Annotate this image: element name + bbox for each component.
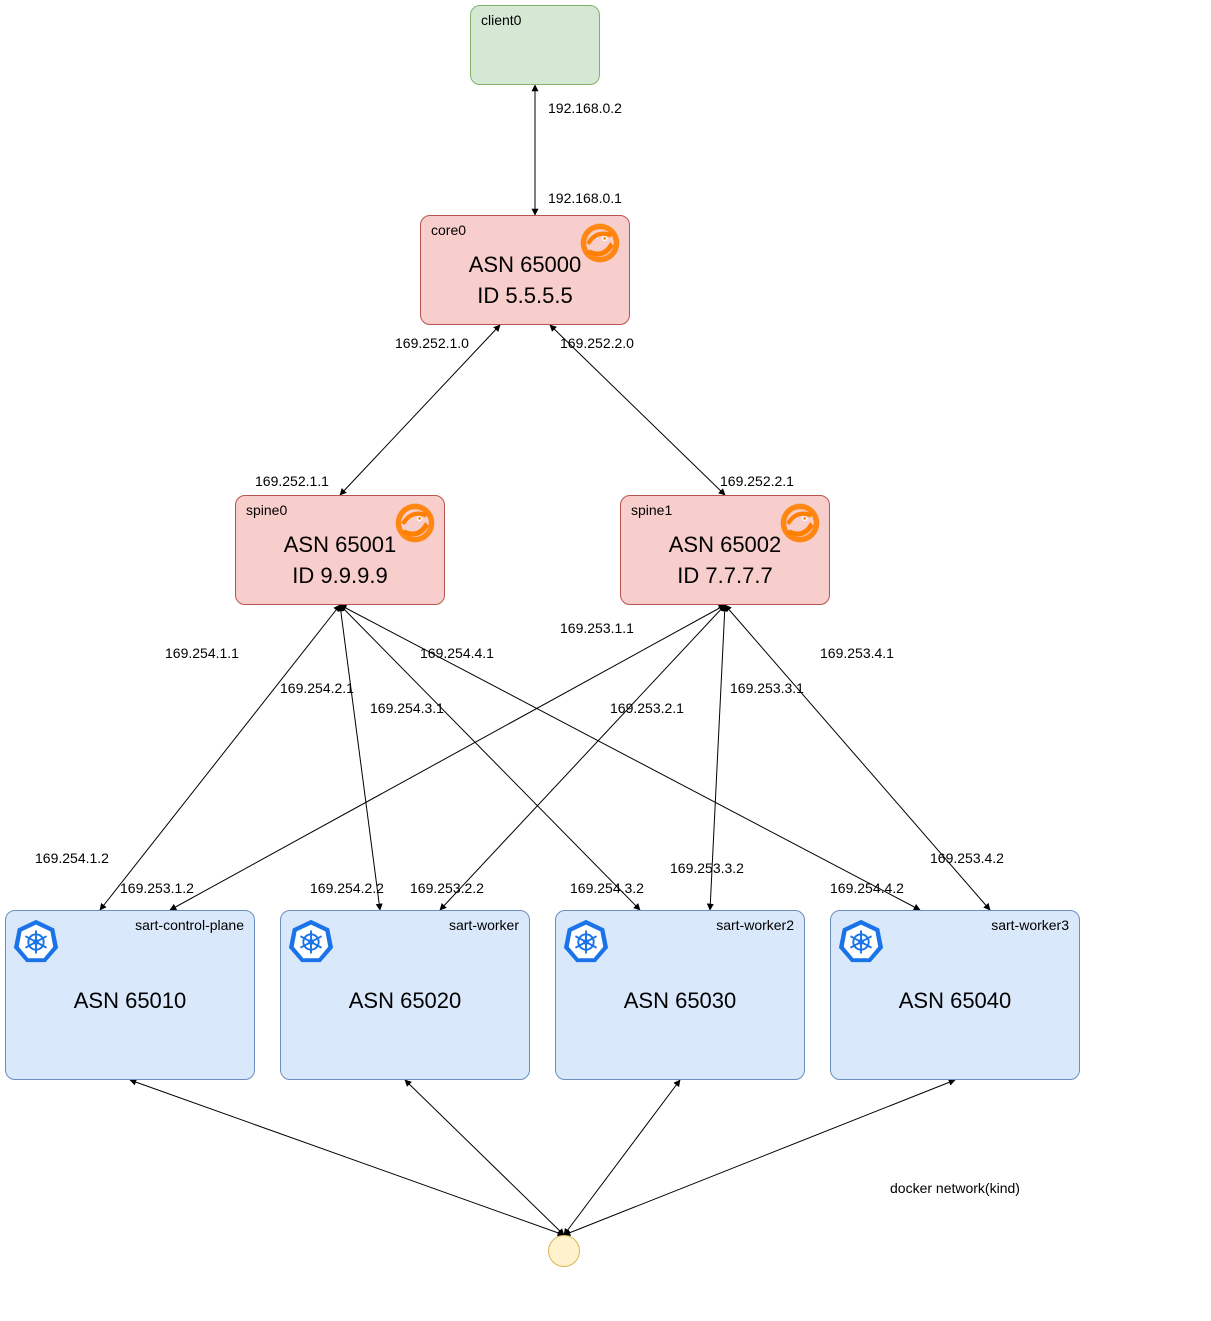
router-icon	[392, 500, 438, 546]
label-w3_b: 169.253.4.2	[930, 850, 1004, 866]
node-title: core0	[431, 222, 466, 238]
router-icon	[777, 500, 823, 546]
kubernetes-icon	[12, 917, 60, 965]
label-w0_b: 169.253.1.2	[120, 880, 194, 896]
label-w2_b: 169.253.3.2	[670, 860, 744, 876]
edge	[340, 605, 380, 910]
label-s1_4: 169.253.4.1	[820, 645, 894, 661]
label-ip_spine0_top: 169.252.1.1	[255, 473, 329, 489]
asn-label: ASN 65040	[831, 986, 1079, 1017]
node-worker3: sart-worker3 ASN 65040	[830, 910, 1080, 1080]
label-w1_a: 169.254.2.2	[310, 880, 384, 896]
label-ip_core_top: 192.168.0.1	[548, 190, 622, 206]
node-title: spine1	[631, 502, 672, 518]
label-ip_client_bottom: 192.168.0.2	[548, 100, 622, 116]
edge	[405, 1080, 564, 1235]
kubernetes-icon	[562, 917, 610, 965]
edge	[130, 1080, 564, 1235]
edge	[564, 1080, 955, 1235]
asn-label: ASN 65020	[281, 986, 529, 1017]
id-label: ID 5.5.5.5	[421, 281, 629, 312]
node-title: client0	[481, 12, 521, 28]
label-s1_2: 169.253.2.1	[610, 700, 684, 716]
node-worker1: sart-worker ASN 65020	[280, 910, 530, 1080]
node-spine0: spine0 ASN 65001 ID 9.9.9.9	[235, 495, 445, 605]
label-ip_core_right: 169.252.2.0	[560, 335, 634, 351]
label-w0_a: 169.254.1.2	[35, 850, 109, 866]
label-s0_4: 169.254.4.1	[420, 645, 494, 661]
kubernetes-icon	[287, 917, 335, 965]
id-label: ID 7.7.7.7	[621, 561, 829, 592]
node-core0: core0 ASN 65000 ID 5.5.5.5	[420, 215, 630, 325]
node-title: spine0	[246, 502, 287, 518]
node-client0: client0	[470, 5, 600, 85]
asn-label: ASN 65030	[556, 986, 804, 1017]
label-w2_a: 169.254.3.2	[570, 880, 644, 896]
node-title: sart-worker2	[716, 917, 794, 933]
edge	[564, 1080, 680, 1235]
node-spine1: spine1 ASN 65002 ID 7.7.7.7	[620, 495, 830, 605]
node-worker2: sart-worker2 ASN 65030	[555, 910, 805, 1080]
label-ip_core_left: 169.252.1.0	[395, 335, 469, 351]
id-label: ID 9.9.9.9	[236, 561, 444, 592]
label-s0_1: 169.254.1.1	[165, 645, 239, 661]
node-title: sart-worker3	[991, 917, 1069, 933]
label-s1_3: 169.253.3.1	[730, 680, 804, 696]
kubernetes-icon	[837, 917, 885, 965]
node-title: sart-worker	[449, 917, 519, 933]
router-icon	[577, 220, 623, 266]
docker-network-node	[548, 1235, 580, 1267]
label-docker_label: docker network(kind)	[890, 1180, 1020, 1196]
label-s0_3: 169.254.3.1	[370, 700, 444, 716]
label-w1_b: 169.253.2.2	[410, 880, 484, 896]
node-title: sart-control-plane	[135, 917, 244, 933]
label-w3_a: 169.254.4.2	[830, 880, 904, 896]
node-worker0: sart-control-plane ASN 65010	[5, 910, 255, 1080]
asn-label: ASN 65010	[6, 986, 254, 1017]
label-s1_1: 169.253.1.1	[560, 620, 634, 636]
label-s0_2: 169.254.2.1	[280, 680, 354, 696]
label-ip_spine1_top: 169.252.2.1	[720, 473, 794, 489]
